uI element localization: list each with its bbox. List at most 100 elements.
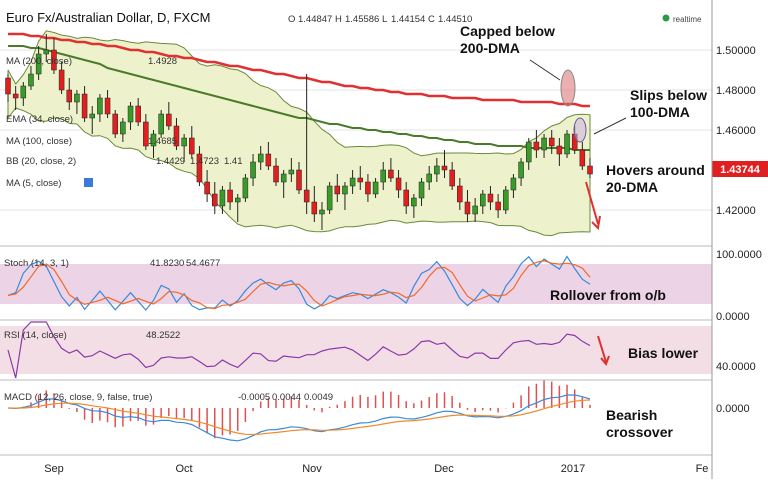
rsi-tick-label: 40.0000 (716, 361, 756, 373)
realtime-label[interactable]: realtime (673, 15, 702, 24)
rsi-line (7, 321, 591, 379)
annotation-capped: Capped below 200-DMA (460, 23, 555, 56)
candle-body (334, 185, 341, 195)
candle-body (388, 169, 394, 179)
x-tick-label: Dec (434, 463, 454, 475)
ma200-legend[interactable]: MA (200, close) (6, 56, 72, 67)
candle-body (411, 197, 417, 207)
slips-pointer (593, 117, 627, 135)
candle-body (518, 161, 524, 179)
candle-body (173, 125, 180, 147)
candle-body (66, 89, 73, 103)
candle-body (196, 153, 203, 183)
annotation-slips: Slips below 100-DMA (630, 87, 707, 120)
bb-legend-value-3: 1.41 (224, 156, 243, 167)
candle-body (150, 133, 157, 147)
candle-body (380, 169, 386, 183)
down-arrow-icon (585, 181, 599, 225)
candle-body (464, 201, 471, 215)
candle-body (319, 209, 325, 215)
price-tick-label: 1.42000 (716, 205, 756, 217)
candle-body (296, 169, 302, 191)
candle-body (135, 105, 141, 123)
candle-body (395, 177, 402, 191)
bb-legend-value-2: 1.4723 (190, 156, 219, 167)
x-tick-label: 2017 (561, 463, 585, 475)
candle-body (556, 145, 563, 155)
candle-body (418, 181, 425, 199)
ma200-legend-value: 1.4928 (148, 56, 177, 67)
candle-body (189, 137, 195, 155)
macd-legend[interactable]: MACD (12, 26, close, 9, false, true) (4, 392, 152, 403)
candle-body (342, 185, 348, 195)
candle-body (143, 121, 149, 147)
candle-body (349, 177, 356, 187)
candle-body (579, 149, 586, 167)
candle-body (449, 169, 455, 187)
candle-body (480, 193, 486, 207)
ma100-legend[interactable]: MA (100, close) (6, 136, 72, 147)
stoch-tick-label: 0.0000 (716, 311, 750, 323)
candle-body (372, 181, 379, 195)
macd-signal-value: 0.0049 (304, 392, 333, 403)
candle-body (541, 137, 547, 151)
ma200-line (8, 32, 590, 108)
candle-body (587, 165, 593, 175)
x-tick-label: Fe (696, 463, 709, 475)
stoch-d-value: 54.4677 (186, 258, 220, 269)
low-value: 1.44154 (391, 14, 425, 25)
candle-body (166, 113, 172, 127)
candle-body (525, 141, 532, 163)
annotation-bias: Bias lower (628, 345, 699, 361)
candle-body (234, 197, 241, 203)
ema34-legend[interactable]: EMA (34, close) (6, 114, 73, 125)
slip-highlight (573, 117, 587, 143)
annotation-bearish: Bearish crossover (606, 407, 673, 440)
candle-body (365, 181, 371, 195)
candle-body (97, 97, 103, 115)
rsi-value: 48.2522 (146, 330, 180, 341)
candle-body (503, 189, 509, 211)
candle-body (564, 133, 570, 155)
ma5-legend[interactable]: MA (5, close) (6, 178, 61, 189)
ma5-visibility-icon[interactable] (84, 178, 93, 187)
candle-body (441, 165, 448, 171)
close-value: 1.44510 (438, 14, 472, 25)
candle-body (426, 173, 432, 183)
candle-body (35, 53, 42, 75)
stoch-legend[interactable]: Stoch (14, 3, 1) (4, 258, 69, 269)
stoch-tick-label: 100.0000 (716, 249, 762, 261)
stoch-k-value: 41.8230 (150, 258, 184, 269)
open-value: 1.44847 (298, 14, 332, 25)
cap-highlight (560, 69, 576, 107)
candle-body (495, 201, 501, 211)
stoch-band (0, 264, 712, 304)
price-tick-label: 1.46000 (716, 125, 756, 137)
macd-hist-value: -0.0005 (238, 392, 270, 403)
bias-arrow-icon (597, 335, 607, 363)
realtime-dot-icon (662, 14, 670, 22)
candle-body (403, 189, 409, 207)
candle-body (457, 185, 463, 203)
bb-legend-value-1: 1.4429 (156, 156, 185, 167)
price-badge (712, 161, 768, 177)
axis-labels: 1.50000 1.48000 1.46000 1.42000 100.0000 0.00… (44, 45, 762, 475)
candle-body (273, 165, 279, 183)
low-label: L (382, 14, 387, 25)
capped-pointer (529, 59, 561, 81)
candle-body (326, 185, 333, 211)
chart-title: Euro Fx/Australian Dollar, D, FXCM (6, 10, 210, 25)
bb-legend[interactable]: BB (20, close, 2) (6, 156, 76, 167)
candle-body (127, 105, 134, 123)
ma100-legend-value: 1.4685 (148, 136, 177, 147)
x-tick-label: Oct (175, 463, 192, 475)
candle-body (20, 85, 27, 99)
candle-body (58, 69, 65, 91)
rsi-legend[interactable]: RSI (14, close) (4, 330, 67, 341)
macd-signal-line (7, 399, 591, 436)
candle-body (5, 77, 11, 95)
candle-body (311, 201, 318, 215)
candle-body (89, 113, 95, 119)
down-arrowhead-icon (591, 215, 601, 231)
